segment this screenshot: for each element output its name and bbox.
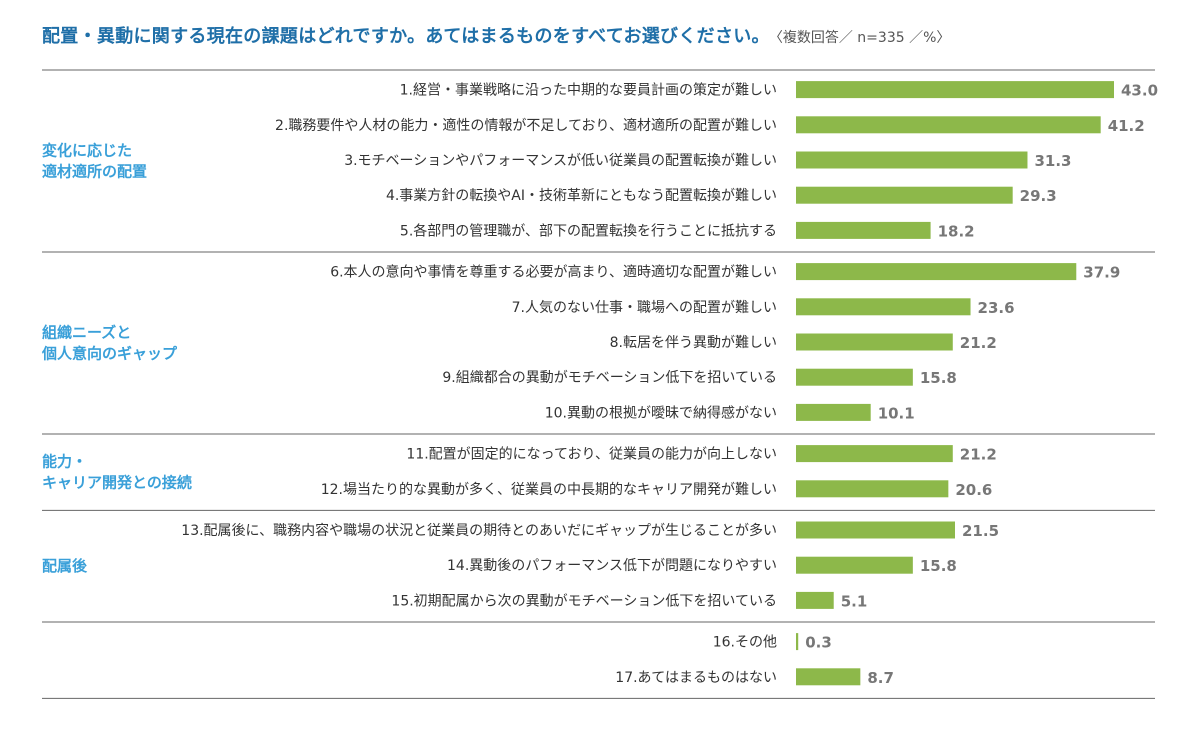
item-label: 12.場当たり的な異動が多く、従業員の中長期的なキャリア開発が難しい — [321, 481, 777, 498]
value-label: 18.2 — [938, 222, 975, 240]
bar — [796, 333, 953, 351]
item-label: 16.その他 — [713, 635, 777, 651]
bar — [796, 81, 1114, 99]
bar — [796, 556, 913, 574]
item-label: 3.モチベーションやパフォーマンスが低い従業員の配置転換が難しい — [344, 153, 777, 169]
group-label: 能力・ — [42, 453, 87, 471]
value-label: 29.3 — [1020, 187, 1057, 205]
item-label: 7.人気のない仕事・職場への配置が難しい — [512, 300, 777, 316]
bar — [796, 368, 913, 386]
group-label: 適材適所の配置 — [42, 163, 147, 181]
bar — [796, 633, 799, 651]
chart-note: 〈複数回答／ n=335 ／%〉 — [775, 30, 951, 46]
item-label: 17.あてはまるものはない — [615, 670, 777, 686]
chart-title-row: 配置・異動に関する現在の課題はどれですか。あてはまるものをすべてお選びください。… — [42, 22, 1162, 48]
item-label: 14.異動後のパフォーマンス低下が問題になりやすい — [447, 558, 777, 574]
bar — [796, 521, 955, 539]
bar — [796, 186, 1013, 204]
item-label: 9.組織都合の異動がモチベーション低下を招いている — [442, 370, 777, 386]
item-label: 13.配属後に、職務内容や職場の状況と従業員の期待とのあいだにギャップが生じるこ… — [181, 522, 777, 539]
group-label: キャリア開発との接続 — [42, 474, 192, 492]
bar — [796, 403, 871, 421]
value-label: 21.2 — [960, 334, 997, 352]
bar — [796, 263, 1077, 281]
value-label: 21.5 — [962, 522, 999, 540]
item-label: 4.事業方針の転換やAI・技術革新にともなう配置転換が難しい — [386, 188, 777, 204]
item-label: 15.初期配属から次の異動がモチベーション低下を招いている — [391, 592, 777, 609]
bar — [796, 445, 953, 463]
group-label: 配属後 — [42, 557, 88, 575]
bar — [796, 591, 834, 609]
value-label: 21.2 — [960, 446, 997, 464]
item-label: 2.職務要件や人材の能力・適性の情報が不足しており、適材適所の配置が難しい — [275, 117, 777, 134]
group-label: 個人意向のギャップ — [41, 345, 178, 363]
item-label: 5.各部門の管理職が、部下の配置転換を行うことに抵抗する — [400, 223, 777, 239]
value-label: 20.6 — [955, 481, 992, 499]
chart-title: 配置・異動に関する現在の課題はどれですか。あてはまるものをすべてお選びください。 — [42, 26, 770, 47]
bar — [796, 221, 931, 239]
group-label: 組織ニーズと — [42, 324, 131, 342]
bar — [796, 480, 949, 498]
item-label: 10.異動の根拠が曖昧で納得感がない — [545, 404, 777, 421]
value-label: 43.0 — [1121, 82, 1158, 100]
value-label: 15.8 — [920, 557, 957, 575]
value-label: 37.9 — [1083, 264, 1120, 282]
value-label: 8.7 — [867, 669, 894, 687]
item-label: 11.配置が固定的になっており、従業員の能力が向上しない — [406, 447, 777, 463]
item-label: 1.経営・事業戦略に沿った中期的な要員計画の策定が難しい — [400, 82, 777, 99]
group-label: 変化に応じた — [42, 142, 132, 160]
item-label: 6.本人の意向や事情を尊重する必要が高まり、適時適切な配置が難しい — [330, 264, 777, 281]
bar — [796, 298, 971, 316]
value-label: 0.3 — [805, 634, 832, 652]
item-label: 8.転居を伴う異動が難しい — [610, 335, 777, 351]
value-label: 5.1 — [841, 592, 868, 610]
bar — [796, 151, 1028, 169]
value-label: 15.8 — [920, 369, 957, 387]
value-label: 10.1 — [878, 404, 915, 422]
value-label: 31.3 — [1034, 152, 1071, 170]
bar — [796, 668, 861, 686]
value-label: 23.6 — [978, 299, 1015, 317]
bar — [796, 116, 1101, 134]
value-label: 41.2 — [1108, 117, 1145, 135]
